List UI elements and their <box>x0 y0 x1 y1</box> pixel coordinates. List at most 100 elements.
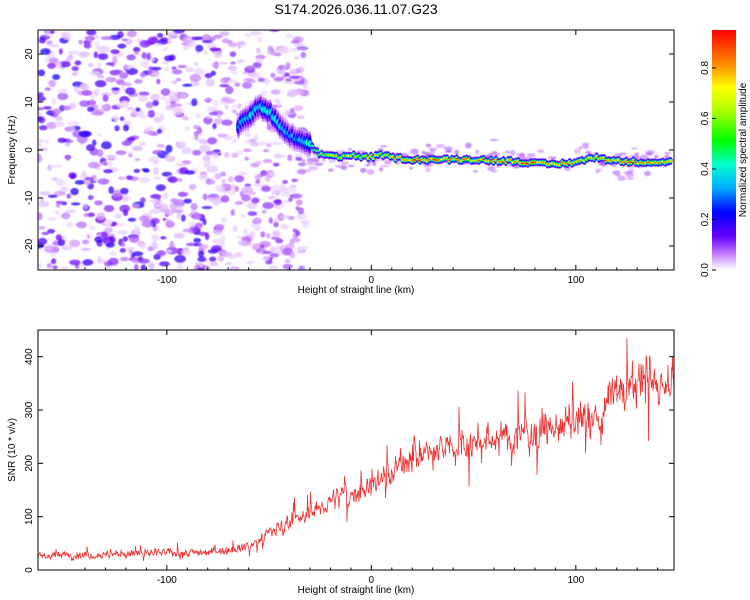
spectrogram-noise-blob <box>115 150 127 156</box>
spectrogram-noise-blob <box>209 261 219 267</box>
spectrogram-noise-blob <box>261 90 267 96</box>
spectrogram-noise-blob <box>44 87 51 91</box>
spectrogram-noise-blob <box>122 197 128 202</box>
spectrogram-noise-blob <box>257 37 263 43</box>
spectrogram-noise-blob <box>151 233 160 242</box>
spectrogram-noise-blob <box>56 200 67 205</box>
spectrogram-halo-blob <box>347 147 353 151</box>
spectrogram-noise-blob <box>38 237 48 245</box>
spectrogram-noise-blob <box>120 85 126 92</box>
spectrogram-noise-blob <box>213 99 218 108</box>
spectrogram-noise-blob <box>66 139 74 144</box>
spectrogram-noise-blob <box>260 231 266 238</box>
spectrogram-noise-blob <box>280 192 292 198</box>
spectrogram-noise-blob <box>78 39 84 45</box>
spectrogram-noise-blob <box>202 218 207 226</box>
spectrogram-noise-blob <box>238 171 248 176</box>
spectrogram-halo-blob <box>601 162 607 166</box>
spectrogram-noise-blob <box>152 167 159 175</box>
spectrogram-noise-blob <box>46 262 53 269</box>
spectrogram-noise-blob <box>93 51 99 59</box>
spectrogram-y-tick-label: -20 <box>24 238 35 253</box>
spectrogram-x-axis-label: Height of straight line (km) <box>298 285 415 296</box>
spectrogram-halo-blob <box>408 166 414 170</box>
spectrogram-noise-blob <box>182 228 193 233</box>
spectrogram-noise-blob <box>38 116 46 124</box>
spectrogram-noise-blob <box>270 89 281 95</box>
snr-x-tick-label: 0 <box>369 575 375 586</box>
spectrogram-noise-blob <box>191 98 198 107</box>
spectrogram-noise-blob <box>252 217 262 225</box>
spectrogram-noise-blob <box>150 209 158 214</box>
spectrogram-noise-blob <box>195 36 204 41</box>
spectrogram-noise-blob <box>119 72 129 79</box>
spectrogram-noise-blob <box>147 130 157 136</box>
spectrogram-noise-blob <box>132 251 144 257</box>
spectrogram-noise-blob <box>156 143 165 149</box>
spectrogram-noise-blob <box>122 124 130 132</box>
spectrogram-noise-blob <box>66 221 73 228</box>
spectrogram-halo-blob <box>425 167 431 173</box>
spectrogram-noise-blob <box>171 103 182 107</box>
spectrogram-noise-blob <box>201 205 213 210</box>
spectrogram-halo-blob <box>340 161 349 165</box>
spectrogram-noise-blob <box>231 104 242 108</box>
spectrogram-noise-blob <box>197 267 204 270</box>
spectrogram-noise-blob <box>138 94 148 103</box>
spectrogram-noise-blob <box>138 141 146 146</box>
spectrogram-noise-blob <box>51 97 56 105</box>
spectrogram-noise-blob <box>52 74 61 80</box>
spectrogram-noise-blob <box>54 190 66 196</box>
spectrogram-track-cell <box>668 160 673 162</box>
spectrogram-noise-blob <box>38 154 42 162</box>
spectrogram-noise-blob <box>158 261 170 267</box>
spectrogram-noise-blob <box>79 100 91 108</box>
spectrogram-noise-blob <box>105 76 117 83</box>
spectrogram-noise-blob <box>243 228 249 236</box>
snr-panel: -100 0 100 400 300 200 100 0 Height of straight… <box>7 329 675 596</box>
spectrogram-noise-blob <box>206 165 219 173</box>
spectrogram-noise-blob <box>282 180 288 184</box>
spectrogram-noise-blob <box>271 188 276 197</box>
spectrogram-halo-blob <box>653 154 659 159</box>
spectrogram-noise-blob <box>214 185 226 192</box>
spectrogram-noise-blob <box>221 119 233 126</box>
spectrogram-noise-blob <box>148 199 160 203</box>
spectrogram-noise-blob <box>122 236 128 242</box>
spectrogram-halo-blob <box>364 164 370 167</box>
spectrogram-noise-blob <box>38 226 46 230</box>
spectrogram-noise-blob <box>288 196 293 203</box>
spectrogram-halo-blob <box>504 150 511 154</box>
spectrogram-noise-blob <box>181 116 190 121</box>
spectrogram-noise-blob <box>227 42 238 48</box>
spectrogram-noise-blob <box>93 88 100 97</box>
spectrogram-halo-blob <box>327 168 334 172</box>
spectrogram-y-axis-label: Frequency (Hz) <box>7 116 18 185</box>
spectrogram-noise-blob <box>156 250 166 257</box>
spectrogram-noise-blob <box>70 125 76 132</box>
spectrogram-noise-blob <box>117 43 127 49</box>
spectrogram-noise-blob <box>288 75 300 79</box>
spectrogram-noise-blob <box>234 175 245 183</box>
spectrogram-noise-blob <box>87 63 95 67</box>
spectrogram-noise-blob <box>147 109 155 118</box>
spectrogram-noise-blob <box>184 126 190 131</box>
spectrogram-noise-blob <box>160 37 168 42</box>
spectrogram-noise-blob <box>176 211 182 220</box>
spectrogram-noise-blob <box>121 242 126 247</box>
spectrogram-noise-blob <box>150 93 161 101</box>
spectrogram-noise-blob <box>289 47 299 52</box>
spectrogram-noise-blob <box>240 213 246 218</box>
spectrogram-noise-blob <box>148 66 153 74</box>
spectrogram-noise-blob <box>205 78 215 87</box>
spectrogram-noise-blob <box>198 174 209 181</box>
spectrogram-noise-blob <box>89 99 96 108</box>
spectrogram-noise-blob <box>253 182 262 187</box>
spectrogram-noise-blob <box>178 142 187 148</box>
spectrogram-halo-blob <box>312 156 317 162</box>
snr-frame <box>37 329 675 571</box>
spectrogram-halo-blob <box>334 164 345 168</box>
spectrogram-noise-blob <box>138 91 150 96</box>
spectrogram-noise-blob <box>43 105 52 110</box>
spectrogram-noise-blob <box>47 217 57 221</box>
